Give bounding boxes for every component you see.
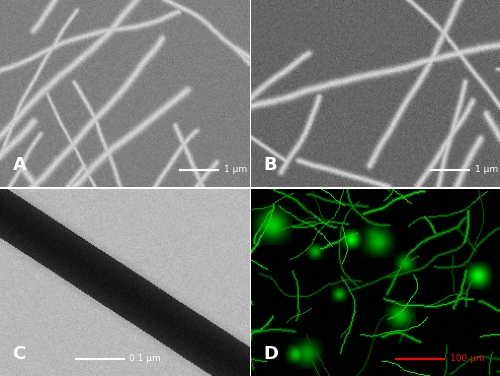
Text: 0.1 μm: 0.1 μm bbox=[130, 354, 161, 363]
Text: 1 μm: 1 μm bbox=[224, 165, 247, 174]
Text: 1 μm: 1 μm bbox=[475, 165, 498, 174]
Text: A: A bbox=[12, 156, 26, 174]
Text: C: C bbox=[12, 345, 26, 363]
Text: 100 μm: 100 μm bbox=[450, 354, 485, 363]
Text: D: D bbox=[264, 345, 278, 363]
Text: B: B bbox=[264, 156, 277, 174]
